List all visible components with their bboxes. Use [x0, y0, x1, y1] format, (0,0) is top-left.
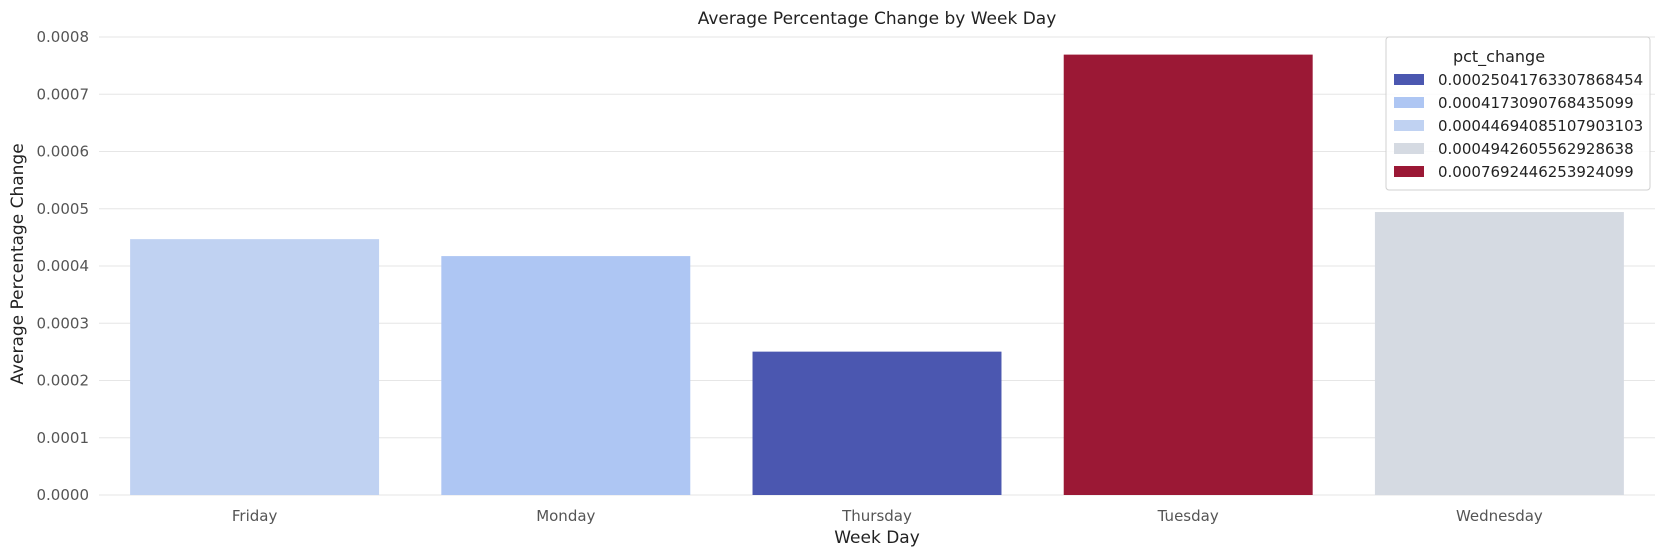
- x-tick-label: Friday: [232, 507, 278, 525]
- y-tick-label: 0.0007: [37, 85, 90, 103]
- y-tick-label: 0.0001: [37, 429, 90, 447]
- legend-label: 0.0004173090768435099: [1438, 94, 1634, 112]
- x-tick-label: Thursday: [841, 507, 912, 525]
- legend-swatch: [1394, 143, 1424, 154]
- legend-entries: 0.00025041763307868454 0.0004173090768435…: [1394, 71, 1643, 181]
- bar-thursday: [752, 351, 1002, 495]
- legend: pct_change 0.00025041763307868454 0.00041…: [1385, 36, 1651, 191]
- x-tick-labels: Friday Monday Thursday Tuesday Wednesday: [232, 507, 1543, 525]
- bar-friday: [130, 239, 380, 495]
- legend-label: 0.0004942605562928638: [1438, 140, 1634, 158]
- legend-title: pct_change: [1453, 47, 1545, 67]
- y-tick-label: 0.0008: [37, 28, 90, 46]
- bar-monday: [441, 256, 691, 495]
- legend-frame: [1385, 36, 1651, 191]
- y-tick-label: 0.0002: [37, 372, 90, 390]
- y-tick-label: 0.0004: [37, 257, 90, 275]
- bar-tuesday: [1063, 54, 1313, 495]
- x-tick-label: Monday: [536, 507, 595, 525]
- chart-title: Average Percentage Change by Week Day: [698, 9, 1057, 29]
- x-tick-label: Tuesday: [1157, 507, 1219, 525]
- x-axis-label: Week Day: [834, 528, 920, 548]
- bars: [130, 54, 1624, 495]
- y-tick-label: 0.0005: [37, 200, 90, 218]
- x-tick-label: Wednesday: [1456, 507, 1543, 525]
- legend-label: 0.0007692446253924099: [1438, 163, 1634, 181]
- legend-label: 0.00025041763307868454: [1438, 71, 1643, 89]
- bar-wednesday: [1374, 212, 1624, 495]
- legend-swatch: [1394, 120, 1424, 131]
- y-tick-label: 0.0003: [37, 314, 90, 332]
- legend-swatch: [1394, 97, 1424, 108]
- legend-label: 0.00044694085107903103: [1438, 117, 1643, 135]
- y-axis-label: Average Percentage Change: [8, 143, 28, 384]
- legend-swatch: [1394, 74, 1424, 85]
- y-tick-label: 0.0000: [37, 486, 90, 504]
- y-tick-labels: 0.0000 0.0001 0.0002 0.0003 0.0004 0.0005 0.00…: [37, 28, 90, 504]
- y-tick-label: 0.0006: [37, 143, 90, 161]
- legend-swatch: [1394, 166, 1424, 177]
